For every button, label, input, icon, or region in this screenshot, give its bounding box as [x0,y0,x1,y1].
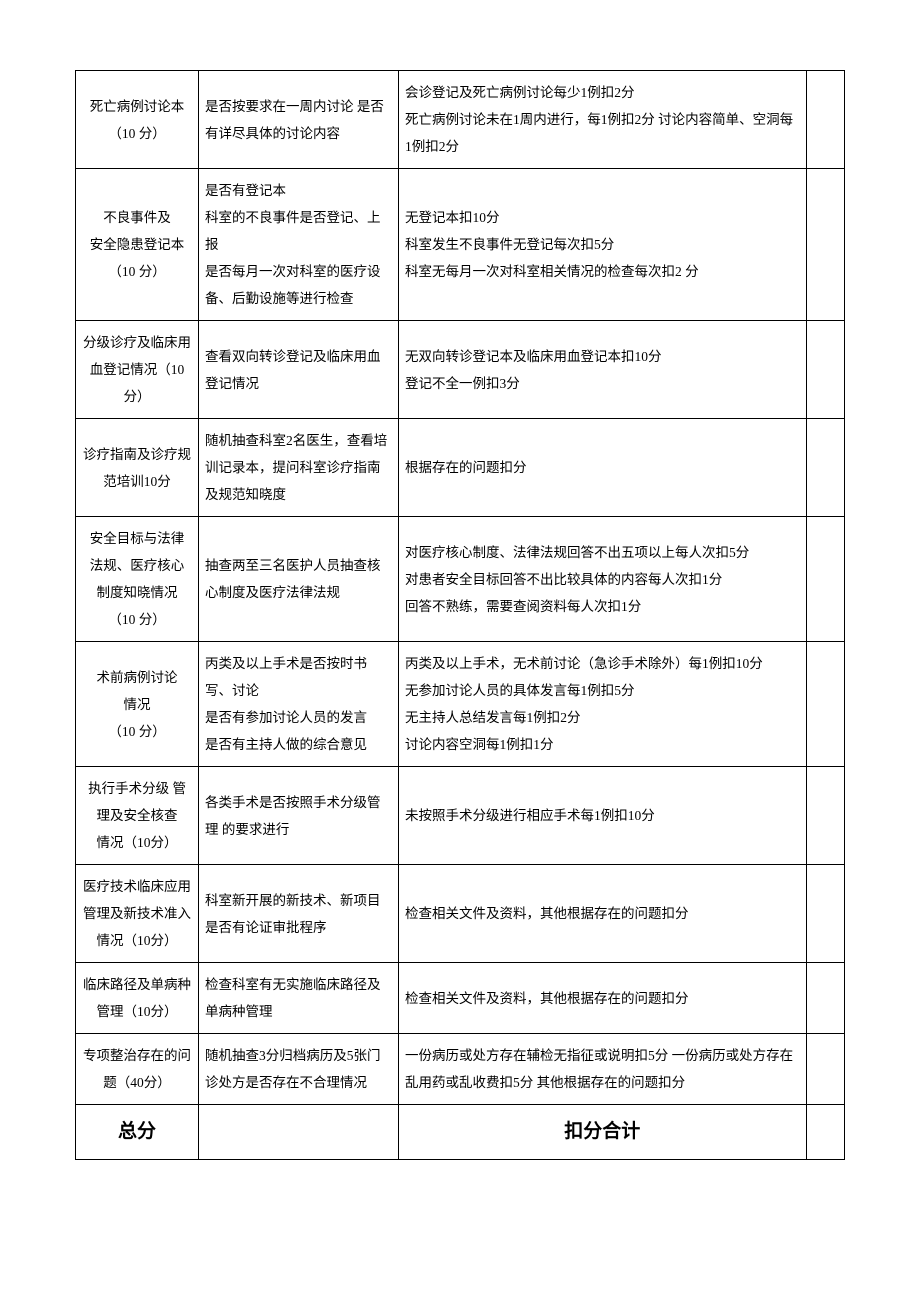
item-name-cell: 分级诊疗及临床用血登记情况（10分） [76,321,199,419]
deduction-cell: 无双向转诊登记本及临床用血登记本扣10分登记不全一例扣3分 [398,321,806,419]
deduction-cell: 一份病历或处方存在辅检无指征或说明扣5分 一份病历或处方存在乱用药或乱收费扣5分… [398,1034,806,1105]
table-row: 执行手术分级 管理及安全核查情况（10分）各类手术是否按照手术分级管理 的要求进… [76,767,845,865]
deduction-cell: 对医疗核心制度、法律法规回答不出五项以上每人次扣5分对患者安全目标回答不出比较具… [398,517,806,642]
item-name-cell: 不良事件及安全隐患登记本（10 分） [76,169,199,321]
item-name-cell: 诊疗指南及诊疗规范培训10分 [76,419,199,517]
total-label-cell: 总分 [76,1105,199,1160]
criteria-cell: 科室新开展的新技术、新项目是否有论证审批程序 [199,865,399,963]
score-cell [806,642,844,767]
item-name-cell: 执行手术分级 管理及安全核查情况（10分） [76,767,199,865]
criteria-cell: 随机抽查3分归档病历及5张门诊处方是否存在不合理情况 [199,1034,399,1105]
table-row: 临床路径及单病种管理（10分）检查科室有无实施临床路径及单病种管理检查相关文件及… [76,963,845,1034]
item-name-cell: 术前病例讨论情况（10 分） [76,642,199,767]
table-row: 死亡病例讨论本（10 分）是否按要求在一周内讨论 是否有详尽具体的讨论内容会诊登… [76,71,845,169]
score-cell [806,419,844,517]
score-cell [806,517,844,642]
deduction-cell: 无登记本扣10分科室发生不良事件无登记每次扣5分科室无每月一次对科室相关情况的检… [398,169,806,321]
table-row: 诊疗指南及诊疗规范培训10分随机抽查科室2名医生，查看培训记录本，提问科室诊疗指… [76,419,845,517]
item-name-cell: 安全目标与法律 法规、医疗核心 制度知晓情况（10 分） [76,517,199,642]
criteria-cell: 丙类及以上手术是否按时书写、讨论是否有参加讨论人员的发言是否有主持人做的综合意见 [199,642,399,767]
item-name-cell: 临床路径及单病种管理（10分） [76,963,199,1034]
table-row: 医疗技术临床应用管理及新技术准入情况（10分）科室新开展的新技术、新项目是否有论… [76,865,845,963]
deduction-cell: 根据存在的问题扣分 [398,419,806,517]
score-cell [806,865,844,963]
criteria-cell: 随机抽查科室2名医生，查看培训记录本，提问科室诊疗指南及规范知晓度 [199,419,399,517]
total-empty-cell [199,1105,399,1160]
score-cell [806,1034,844,1105]
deduction-total-label-cell: 扣分合计 [398,1105,806,1160]
table-row: 不良事件及安全隐患登记本（10 分）是否有登记本科室的不良事件是否登记、上报是否… [76,169,845,321]
criteria-cell: 查看双向转诊登记及临床用血登记情况 [199,321,399,419]
criteria-cell: 各类手术是否按照手术分级管理 的要求进行 [199,767,399,865]
total-score-cell [806,1105,844,1160]
assessment-table: 死亡病例讨论本（10 分）是否按要求在一周内讨论 是否有详尽具体的讨论内容会诊登… [75,70,845,1160]
deduction-cell: 检查相关文件及资料，其他根据存在的问题扣分 [398,865,806,963]
score-cell [806,767,844,865]
table-row: 专项整治存在的问题（40分）随机抽查3分归档病历及5张门诊处方是否存在不合理情况… [76,1034,845,1105]
deduction-cell: 丙类及以上手术，无术前讨论（急诊手术除外）每1例扣10分无参加讨论人员的具体发言… [398,642,806,767]
criteria-cell: 是否有登记本科室的不良事件是否登记、上报是否每月一次对科室的医疗设备、后勤设施等… [199,169,399,321]
item-name-cell: 医疗技术临床应用管理及新技术准入情况（10分） [76,865,199,963]
table-row: 安全目标与法律 法规、医疗核心 制度知晓情况（10 分）抽查两至三名医护人员抽查… [76,517,845,642]
score-cell [806,169,844,321]
item-name-cell: 死亡病例讨论本（10 分） [76,71,199,169]
deduction-cell: 检查相关文件及资料，其他根据存在的问题扣分 [398,963,806,1034]
total-row: 总分 扣分合计 [76,1105,845,1160]
deduction-cell: 会诊登记及死亡病例讨论每少1例扣2分死亡病例讨论未在1周内进行，每1例扣2分 讨… [398,71,806,169]
score-cell [806,321,844,419]
deduction-cell: 未按照手术分级进行相应手术每1例扣10分 [398,767,806,865]
table-row: 术前病例讨论情况（10 分）丙类及以上手术是否按时书写、讨论是否有参加讨论人员的… [76,642,845,767]
score-cell [806,963,844,1034]
table-row: 分级诊疗及临床用血登记情况（10分）查看双向转诊登记及临床用血登记情况无双向转诊… [76,321,845,419]
criteria-cell: 检查科室有无实施临床路径及单病种管理 [199,963,399,1034]
criteria-cell: 是否按要求在一周内讨论 是否有详尽具体的讨论内容 [199,71,399,169]
score-cell [806,71,844,169]
item-name-cell: 专项整治存在的问题（40分） [76,1034,199,1105]
criteria-cell: 抽查两至三名医护人员抽查核心制度及医疗法律法规 [199,517,399,642]
